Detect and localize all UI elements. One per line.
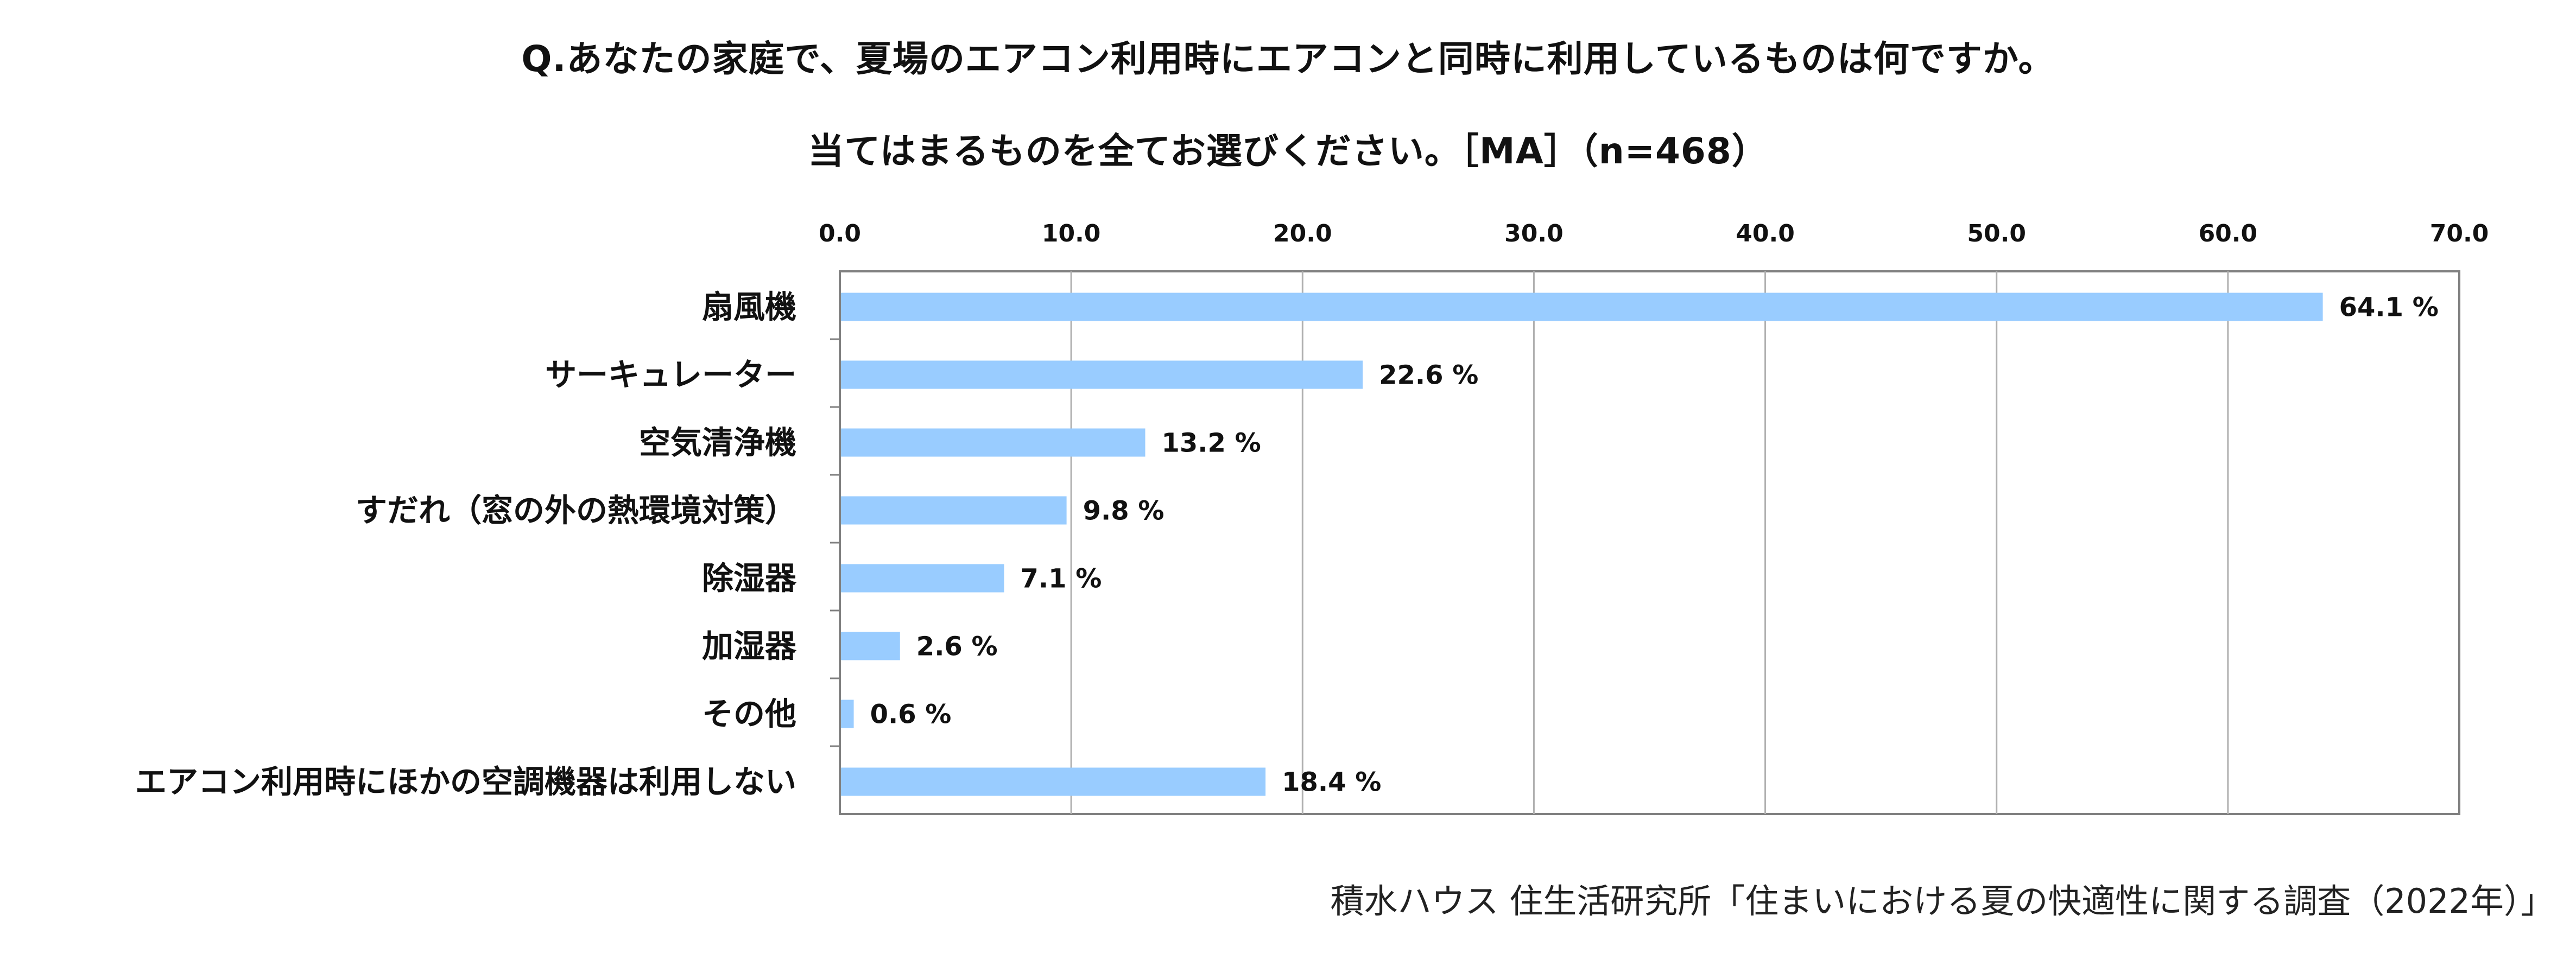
data-label: 22.6 %	[1379, 360, 1478, 391]
x-tick-label: 70.0	[2430, 220, 2489, 247]
x-tick-label: 0.0	[819, 220, 861, 247]
bar	[841, 293, 2323, 321]
chart-title-line2: 当てはまるものを全てお選びください。［MA］（n=468）	[808, 130, 1768, 172]
data-label: 18.4 %	[1282, 767, 1381, 798]
bar	[841, 700, 854, 728]
x-tick-label: 20.0	[1273, 220, 1332, 247]
data-label: 9.8 %	[1083, 496, 1164, 526]
plot-area	[839, 270, 2460, 815]
chart-title-line1: Q.あなたの家庭で、夏場のエアコン利用時にエアコンと同時に利用しているものは何で…	[521, 38, 2055, 80]
bar	[841, 496, 1067, 525]
data-label: 13.2 %	[1162, 428, 1261, 459]
bar	[841, 632, 900, 660]
category-label: その他	[702, 696, 796, 733]
x-tick-label: 50.0	[1967, 220, 2026, 247]
bar	[841, 428, 1145, 457]
x-tick-label: 60.0	[2199, 220, 2258, 247]
data-label: 7.1 %	[1021, 564, 1102, 594]
source-note: 積水ハウス 住生活研究所「住まいにおける夏の快適性に関する調査（2022年）」	[1330, 881, 2555, 921]
category-label: 扇風機	[702, 289, 796, 326]
data-label: 0.6 %	[870, 700, 952, 730]
x-tick-label: 40.0	[1736, 220, 1795, 247]
category-label: すだれ（窓の外の熱環境対策）	[356, 492, 796, 529]
category-label: 除湿器	[702, 560, 797, 597]
bar	[841, 564, 1004, 593]
x-tick-label: 30.0	[1504, 220, 1564, 247]
category-label: サーキュレーター	[545, 357, 796, 393]
category-label: 空気清浄機	[639, 424, 796, 461]
data-label: 64.1 %	[2339, 293, 2439, 323]
data-label: 2.6 %	[916, 632, 998, 662]
bar	[841, 360, 1363, 389]
category-label: エアコン利用時にほかの空調機器は利用しない	[135, 764, 796, 800]
category-label: 加湿器	[702, 628, 797, 665]
x-tick-label: 10.0	[1042, 220, 1101, 247]
bar	[841, 767, 1266, 796]
